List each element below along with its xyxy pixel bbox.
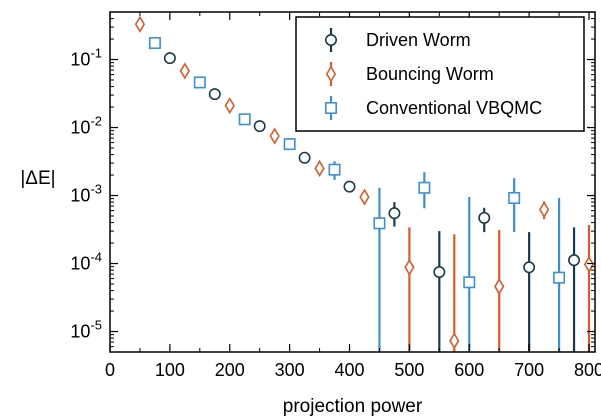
circle-point — [568, 254, 581, 267]
y-tick-label: 10-1 — [70, 46, 102, 70]
diamond-point — [134, 15, 146, 33]
circle-point — [478, 211, 491, 224]
circle-point — [433, 266, 446, 279]
square-point — [373, 217, 386, 230]
circle-point — [208, 88, 221, 101]
diamond-point — [538, 201, 550, 219]
square-point — [148, 37, 161, 50]
circle-point — [523, 261, 536, 274]
legend-circle-icon — [324, 33, 337, 46]
square-point — [553, 271, 566, 284]
x-tick-label: 200 — [215, 360, 245, 380]
legend-label: Driven Worm — [366, 30, 471, 50]
x-tick-label: 700 — [514, 360, 544, 380]
x-tick-label: 0 — [105, 360, 115, 380]
tick-labels: 0 100 200 300 400 500 600 700 800 10-5 10-4 10-3 10-… — [70, 46, 601, 380]
y-tick-label: 10-5 — [70, 318, 102, 342]
plot-frame — [109, 11, 596, 353]
circle-point — [343, 180, 356, 193]
circle-point — [388, 207, 401, 220]
square-point — [418, 181, 431, 194]
square-point — [238, 113, 251, 126]
y-tick-label: 10-2 — [70, 114, 102, 138]
diamond-point — [269, 127, 280, 145]
circle-point — [298, 151, 311, 164]
x-tick-label: 100 — [155, 360, 185, 380]
x-tick-label: 800 — [574, 360, 601, 380]
legend-diamond-icon — [325, 65, 337, 83]
diamond-point — [583, 255, 595, 273]
legend-square-icon — [324, 102, 337, 115]
square-point — [463, 276, 476, 289]
diamond-point — [404, 258, 415, 276]
x-tick-label: 300 — [275, 360, 305, 380]
circle-point — [253, 120, 266, 133]
square-point — [328, 163, 341, 176]
square-point — [193, 76, 206, 89]
diamond-point — [359, 188, 370, 206]
legend-box — [295, 16, 585, 132]
error-bars — [333, 161, 591, 352]
diamond-point — [314, 159, 325, 178]
x-axis-label: projection power — [283, 396, 423, 417]
legend: Driven Worm Bouncing Worm Conventional VBQ… — [295, 16, 585, 132]
diamond-point — [449, 332, 460, 350]
x-tick-label: 600 — [454, 360, 484, 380]
data-markers — [134, 15, 595, 350]
diamond-point — [179, 62, 190, 80]
circle-point — [163, 52, 176, 65]
square-point — [508, 191, 521, 204]
y-tick-label: 10-3 — [70, 182, 102, 206]
square-point — [283, 138, 296, 151]
diamond-point — [224, 97, 235, 115]
y-axis-label: |ΔE| — [20, 168, 55, 189]
legend-label: Conventional VBQMC — [366, 98, 542, 118]
y-tick-label: 10-4 — [70, 250, 102, 274]
legend-label: Bouncing Worm — [366, 64, 494, 84]
x-tick-label: 500 — [394, 360, 424, 380]
x-tick-label: 400 — [334, 360, 364, 380]
diamond-point — [494, 277, 505, 296]
